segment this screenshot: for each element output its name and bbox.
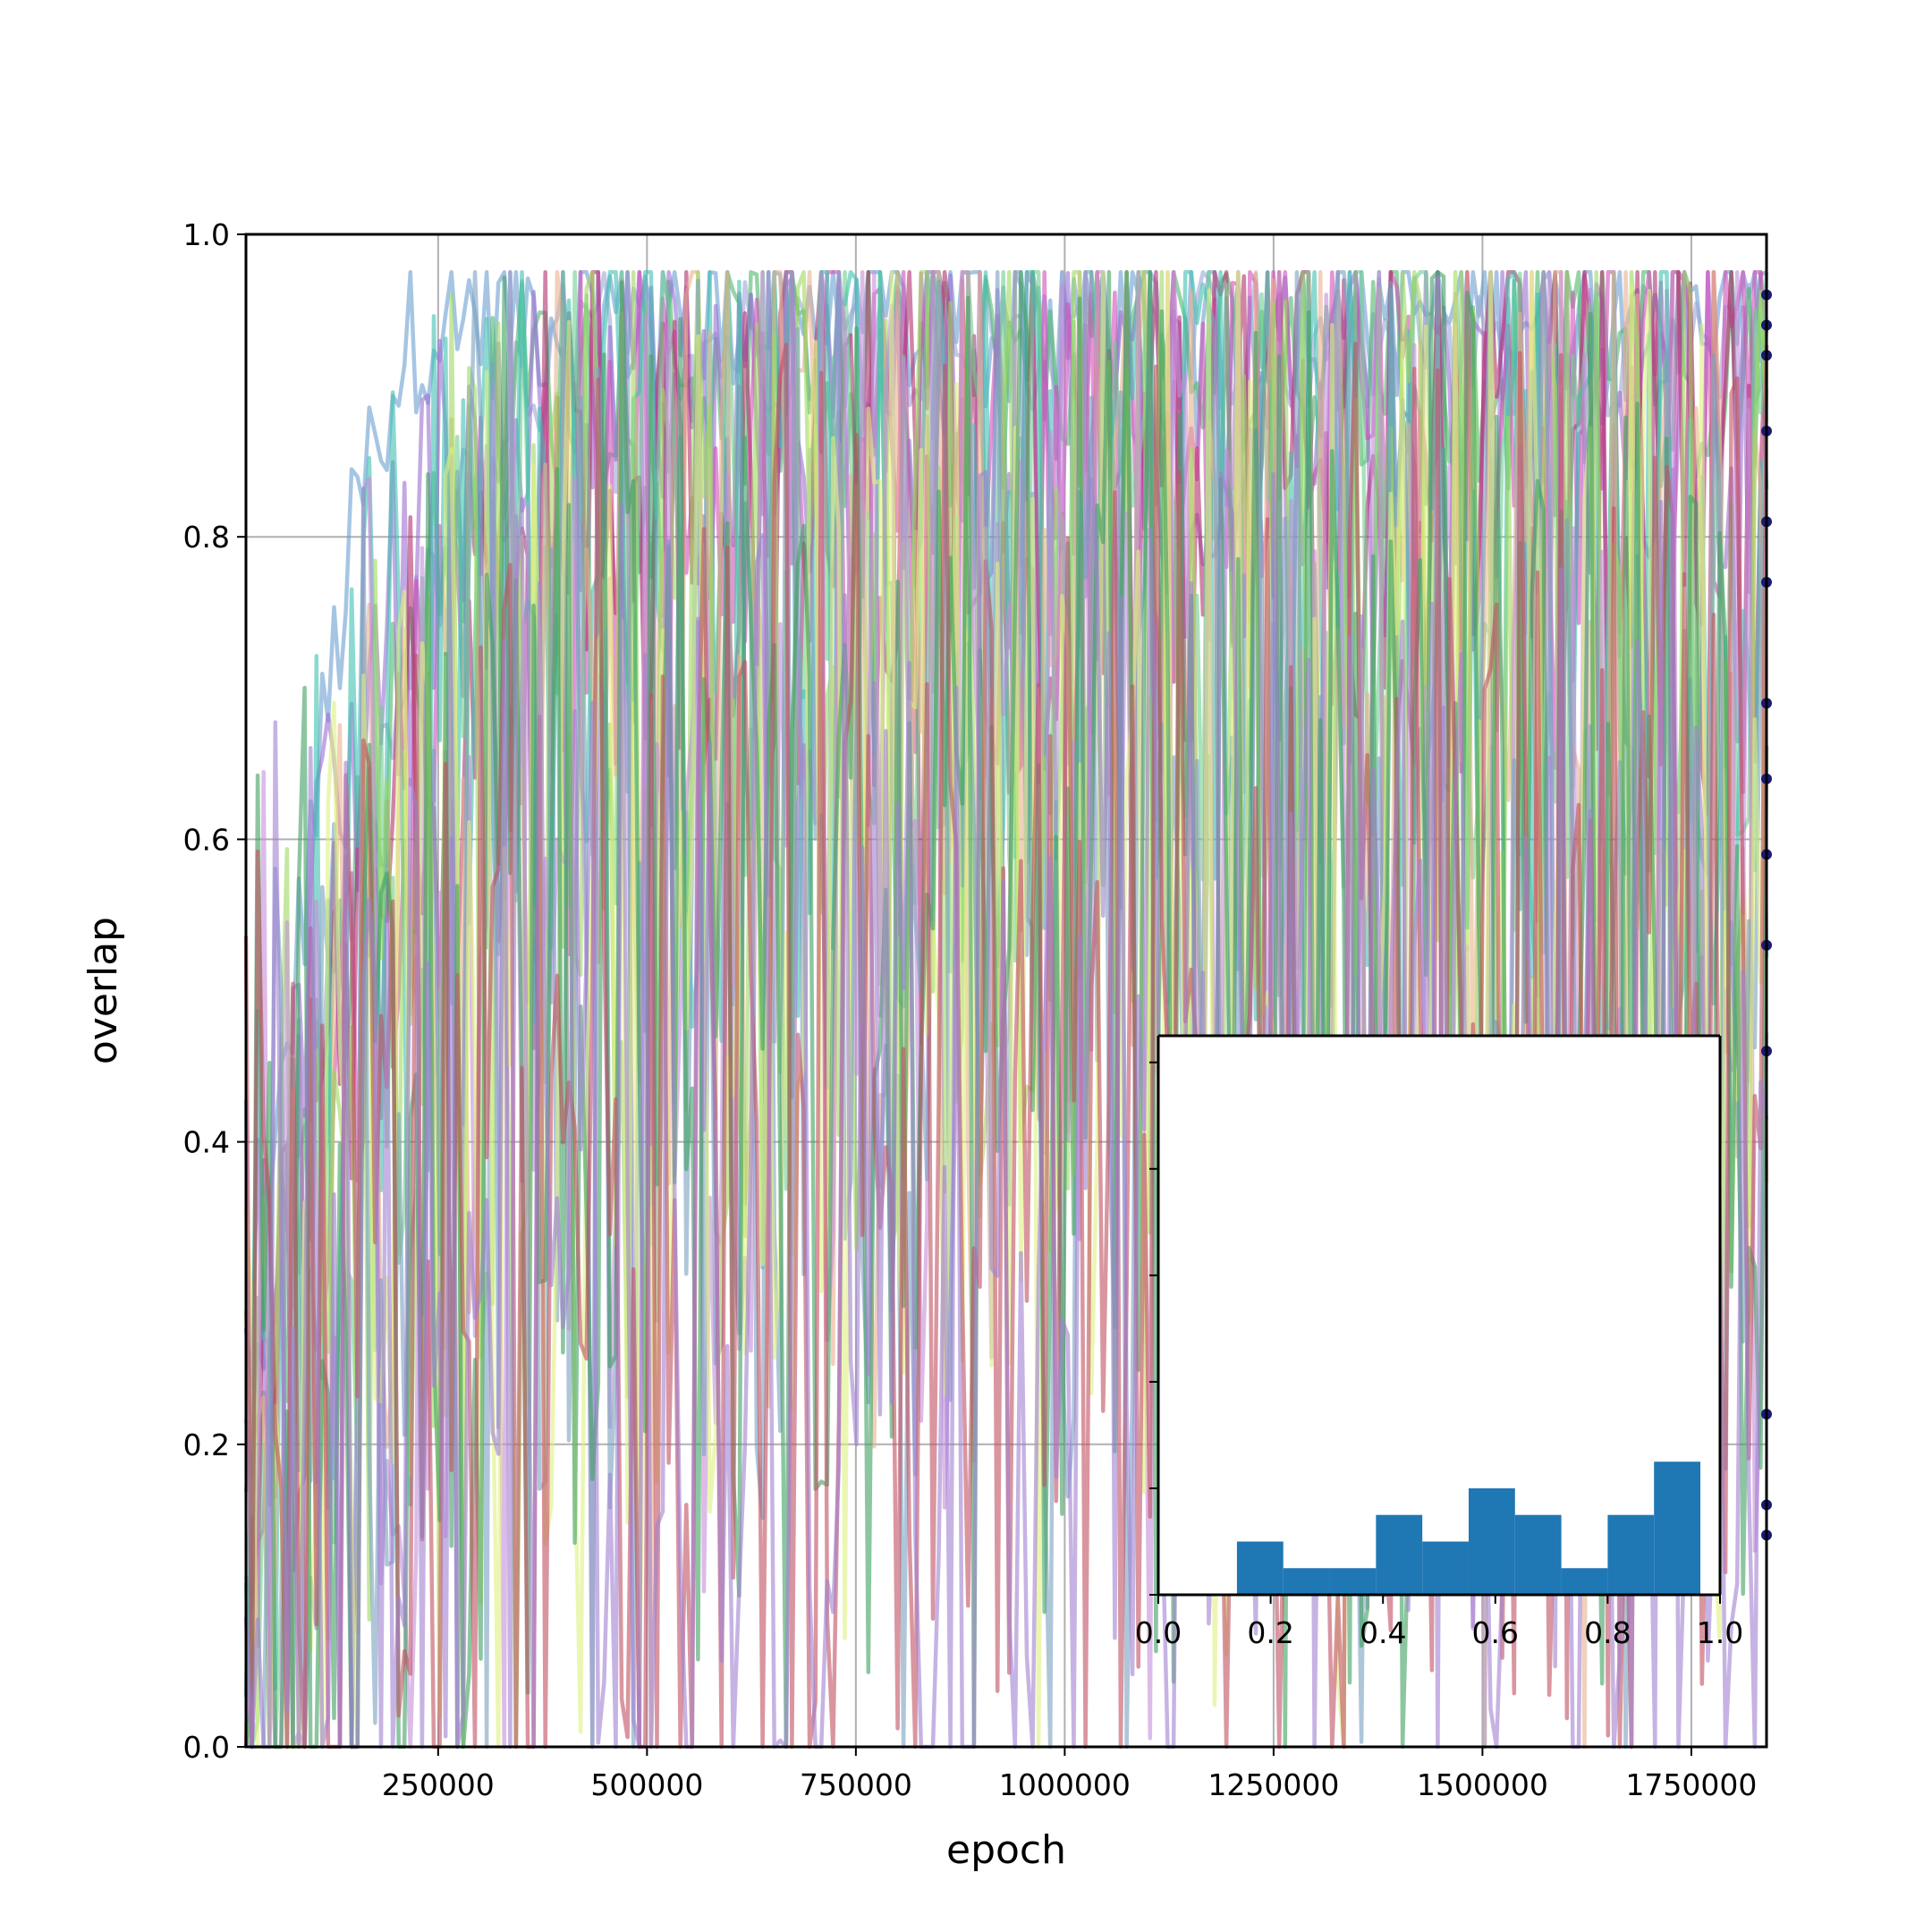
main-x-ticks: 250000 500000 750000 1000000 1250000 1500000 1…: [382, 1747, 1757, 1802]
x-tick-label: 1250000: [1208, 1767, 1339, 1802]
histogram-bar: [1376, 1514, 1423, 1595]
x-tick-label: 1000000: [999, 1767, 1131, 1802]
histogram-bar: [1514, 1514, 1562, 1595]
histogram-bar: [1607, 1514, 1655, 1595]
x-axis-label: epoch: [946, 1827, 1066, 1873]
y-tick-label: 0.6: [183, 822, 230, 857]
histogram-bar: [1236, 1541, 1284, 1595]
histogram-bar: [1654, 1462, 1701, 1595]
inset-axes: [1157, 1034, 1722, 1597]
inset-bars: [1236, 1462, 1701, 1595]
x-tick-label: 500000: [590, 1767, 703, 1802]
y-tick-label: 0.4: [183, 1125, 230, 1160]
y-tick-label: 0.8: [183, 520, 230, 555]
histogram-bar: [1329, 1568, 1377, 1595]
histogram-bar: [1561, 1568, 1608, 1595]
inset-x-tick-label: 0.4: [1360, 1615, 1406, 1650]
histogram-bar: [1468, 1487, 1515, 1595]
inset-x-tick-label: 0.0: [1135, 1615, 1182, 1650]
x-tick-label: 1500000: [1417, 1767, 1548, 1802]
inset-histogram: 0.0 0.2 0.4 0.6 0.8 1.0: [1135, 1034, 1743, 1650]
main-plot-frame: [244, 233, 1768, 1749]
inset-background: [1158, 1036, 1720, 1595]
inset-x-ticks: 0.0 0.2 0.4 0.6 0.8 1.0: [1135, 1595, 1743, 1650]
y-tick-label: 0.2: [183, 1428, 230, 1462]
x-tick-label: 250000: [382, 1767, 495, 1802]
inset-x-tick-label: 0.8: [1584, 1615, 1631, 1650]
y-tick-label: 1.0: [183, 217, 230, 252]
inset-x-tick-label: 1.0: [1697, 1615, 1743, 1650]
main-y-ticks: 0.0 0.2 0.4 0.6 0.8 1.0: [183, 217, 246, 1765]
x-tick-label: 750000: [800, 1767, 912, 1802]
y-axis-label: overlap: [80, 917, 126, 1064]
x-tick-label: 1750000: [1625, 1767, 1757, 1802]
inset-x-tick-label: 0.6: [1472, 1615, 1519, 1650]
inset-x-tick-label: 0.2: [1247, 1615, 1293, 1650]
histogram-bar: [1422, 1541, 1469, 1595]
inset-y-ticks: [1149, 1061, 1158, 1596]
histogram-bar: [1283, 1568, 1330, 1595]
y-tick-label: 0.0: [183, 1730, 230, 1765]
